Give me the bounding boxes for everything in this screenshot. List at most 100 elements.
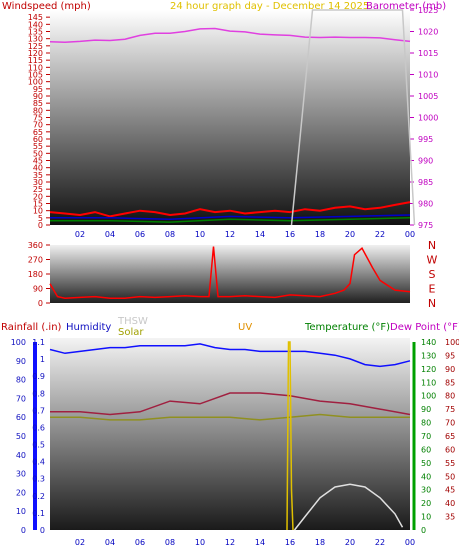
x-tick-label: 06	[135, 230, 145, 239]
humidity-tick-label: 80	[16, 376, 26, 385]
temp-outer-tick-label: 20	[421, 499, 431, 508]
humidity-ticks: 0 10 20 30 40 50 60 70 80 90 100	[11, 338, 26, 535]
temp-outer-tick-label: 100	[421, 392, 436, 401]
humidity-tick-label: 10	[16, 507, 26, 516]
direction-tick-label: 0	[38, 299, 43, 308]
windspeed-tick-label: 10	[33, 207, 43, 216]
barometer-tick-label: 985	[418, 178, 433, 187]
humidity-tick-label: 100	[11, 338, 26, 347]
x-tick-label: 18	[315, 230, 325, 239]
temp-outer-tick-label: 130	[421, 351, 436, 360]
x-ticks-bottom: 02 04 06 08 10 12 14 16 18 20 22 00	[75, 538, 415, 547]
barometer-tick-label: 1025	[418, 6, 438, 15]
rain-tick-label: 1	[40, 355, 45, 364]
windspeed-tick-label: 45	[33, 157, 43, 166]
x-tick-label: 10	[195, 538, 205, 547]
rain-tick-label: 0.6	[32, 423, 45, 432]
barometer-tick-label: 1005	[418, 92, 438, 101]
windspeed-tick-label: 5	[38, 214, 43, 223]
humidity-tick-label: 70	[16, 394, 26, 403]
plot-area-bottom	[50, 338, 410, 530]
temp-tick-label: 65	[445, 432, 455, 441]
windspeed-tick-label: 0	[38, 221, 43, 230]
windspeed-tick-label: 90	[33, 92, 43, 101]
panel-wind-barometer: Windspeed (mph) 24 hour graph day - Dece…	[2, 1, 446, 239]
x-tick-label: 22	[375, 538, 385, 547]
plot-area-mid	[50, 245, 410, 303]
temp-tick-label: 95	[445, 351, 455, 360]
windspeed-tick-label: 30	[33, 178, 43, 187]
temp-outer-tick-label: 50	[421, 459, 431, 468]
barometer-tick-label: 990	[418, 157, 433, 166]
windspeed-tick-label: 75	[33, 114, 43, 123]
temp-outer-tick-label: 90	[421, 405, 431, 414]
rainfall-label: Rainfall (.in)	[1, 322, 62, 333]
humidity-tick-label: 40	[16, 451, 26, 460]
x-tick-label: 04	[105, 538, 115, 547]
panel-humidity-temp: Rainfall (.in) Humidity THSW Solar UV Te…	[1, 316, 459, 547]
windspeed-tick-label: 115	[28, 56, 43, 65]
windspeed-tick-label: 65	[33, 128, 43, 137]
rain-tick-label: 0.7	[32, 406, 45, 415]
chart-title: 24 hour graph day - December 14 2025	[170, 1, 369, 12]
series-line	[293, 483, 404, 531]
x-tick-label: 12	[225, 538, 235, 547]
temp-tick-label: 50	[445, 472, 455, 481]
rain-tick-label: 0.2	[32, 492, 45, 501]
humidity-tick-label: 60	[16, 413, 26, 422]
windspeed-tick-label: 95	[33, 85, 43, 94]
x-tick-label: 20	[345, 230, 355, 239]
x-tick-label: 16	[285, 538, 295, 547]
x-tick-label: 20	[345, 538, 355, 547]
direction-tick-label: 180	[28, 270, 43, 279]
temp-tick-label: 55	[445, 459, 455, 468]
temp-outer-tick-label: 120	[421, 365, 436, 374]
compass-label: W	[427, 254, 438, 267]
windspeed-tick-label: 60	[33, 135, 43, 144]
windspeed-tick-label: 140	[28, 20, 43, 29]
x-tick-label: 02	[75, 230, 85, 239]
series-line	[50, 214, 411, 221]
x-tick-label: 14	[255, 538, 265, 547]
rain-tick-label: 0.9	[32, 372, 45, 381]
temp-outer-tick-label: 140	[421, 338, 436, 347]
series-bottom	[49, 341, 411, 531]
windspeed-tick-label: 145	[28, 13, 43, 22]
x-tick-label: 12	[225, 230, 235, 239]
barometer-tick-label: 1000	[418, 114, 438, 123]
series-line	[50, 217, 411, 223]
direction-ticks: 0 90 180 270 360	[28, 241, 50, 308]
series-line	[50, 392, 411, 416]
windspeed-tick-label: 110	[28, 63, 43, 72]
humidity-tick-label: 20	[16, 488, 26, 497]
temp-tick-label: 45	[445, 486, 455, 495]
series-line	[49, 343, 411, 368]
plot-area-top	[50, 10, 410, 225]
windspeed-tick-label: 100	[28, 78, 43, 87]
temp-tick-label: 75	[445, 405, 455, 414]
windspeed-tick-label: 25	[33, 185, 43, 194]
x-tick-label: 14	[255, 230, 265, 239]
temp-tick-label: 85	[445, 378, 455, 387]
temp-tick-label: 60	[445, 445, 455, 454]
x-ticks-top: 02 04 06 08 10 12 14 16 18 20 22 00	[75, 230, 415, 239]
temp-outer-tick-label: 70	[421, 432, 431, 441]
windspeed-tick-label: 70	[33, 121, 43, 130]
windspeed-ticks: 0510152025303540455055606570758085909510…	[28, 13, 50, 230]
temp-outer-tick-label: 10	[421, 513, 431, 522]
x-tick-label: 22	[375, 230, 385, 239]
temp-outer-ticks: 0 10 20 30 40 50 60 70 80 90 100 110 120 130 140	[421, 338, 436, 535]
x-tick-label: 16	[285, 230, 295, 239]
humidity-tick-label: 90	[16, 357, 26, 366]
windspeed-tick-label: 15	[33, 200, 43, 209]
windspeed-axis-title: Windspeed (mph)	[2, 1, 91, 12]
uv-label: UV	[238, 322, 252, 333]
barometer-tick-label: 1015	[418, 49, 438, 58]
windspeed-tick-label: 135	[28, 28, 43, 37]
temperature-label: Temperature (°F)	[304, 322, 390, 333]
windspeed-tick-label: 35	[33, 171, 43, 180]
series-line	[290, 9, 416, 226]
compass-label: S	[429, 268, 436, 281]
